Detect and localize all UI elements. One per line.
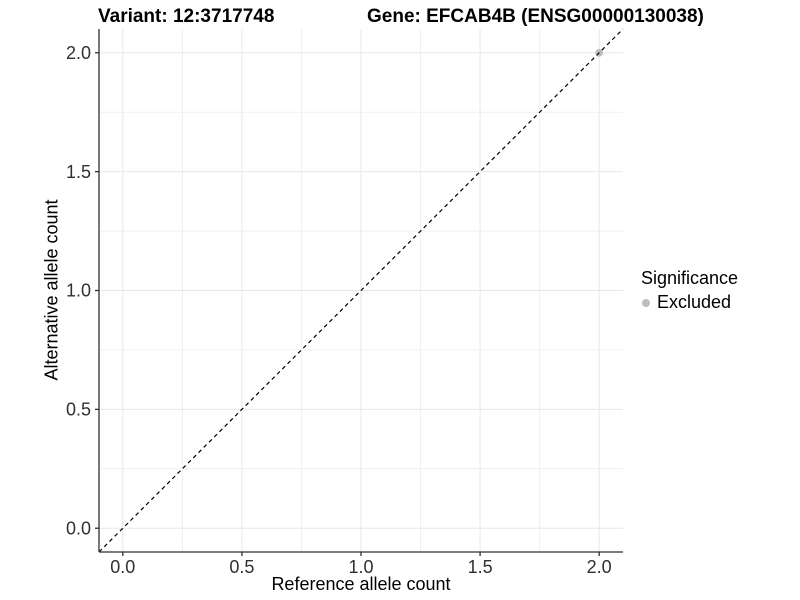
legend-item-label: Excluded: [657, 292, 732, 312]
gene-title: Gene: EFCAB4B (ENSG00000130038): [367, 6, 704, 27]
y-axis-title: Alternative allele count: [41, 199, 62, 381]
y-tick-label: 0.5: [66, 399, 91, 419]
y-tick-label: 1.0: [66, 281, 91, 301]
legend-item-excluded: Excluded: [642, 292, 738, 313]
identity-line: [98, 28, 624, 553]
legend: Significance Excluded: [640, 268, 738, 313]
x-tick-label: 1.5: [468, 557, 493, 577]
excluded-point-icon: [642, 298, 650, 307]
legend-title: Significance: [641, 268, 739, 288]
x-axis-title: Reference allele count: [271, 574, 451, 594]
y-tick-label: 0.0: [66, 518, 91, 538]
x-tick-label: 2.0: [587, 557, 612, 577]
y-tick-label: 1.5: [66, 162, 91, 182]
x-tick-label: 0.5: [229, 557, 254, 577]
x-tick-label: 1.0: [348, 557, 373, 577]
y-tick-label: 2.0: [66, 43, 91, 63]
variant-title: Variant: 12:3717748: [98, 6, 275, 27]
x-tick-label: 0.0: [110, 557, 135, 577]
